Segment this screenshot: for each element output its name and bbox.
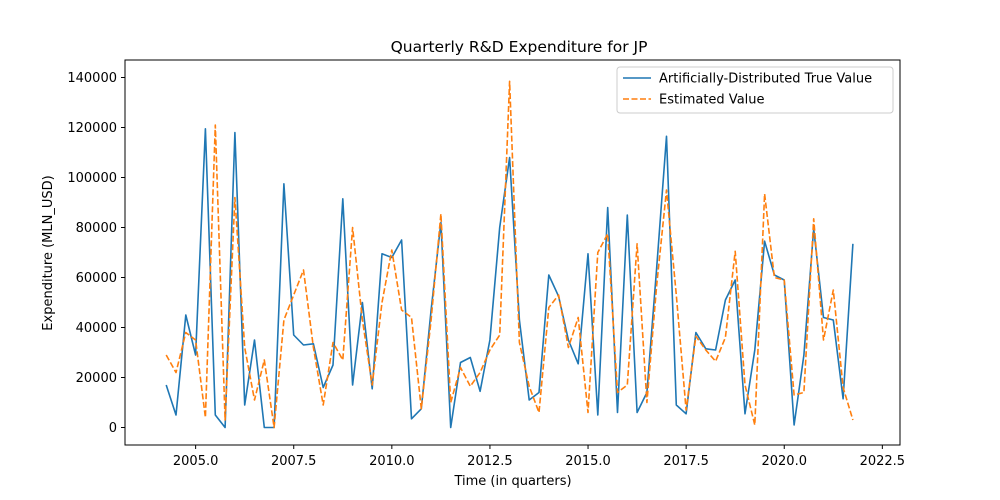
y-tick-label: 60000 <box>76 271 117 286</box>
y-tick-label: 100000 <box>67 171 117 186</box>
x-axis-title: Time (in quarters) <box>453 474 571 489</box>
legend-label-2: Estimated Value <box>659 93 765 108</box>
x-tick-label: 2007.5 <box>271 454 317 469</box>
x-axis: 2005.0 2007.5 2010.0 2012.5 2015.0 2017.5 2020… <box>173 445 905 469</box>
y-tick-label: 140000 <box>67 71 117 86</box>
y-tick-label: 20000 <box>76 371 117 386</box>
x-tick-label: 2010.0 <box>369 454 415 469</box>
series-layer <box>165 80 854 429</box>
series-line-1 <box>165 128 854 429</box>
y-tick-label: 80000 <box>76 221 117 236</box>
y-tick-label: 0 <box>109 421 117 436</box>
series-line-2 <box>165 80 854 429</box>
x-tick-label: 2005.0 <box>173 454 219 469</box>
x-tick-label: 2020.0 <box>761 454 807 469</box>
y-axis-title: Expenditure (MLN_USD) <box>41 175 56 330</box>
legend-box <box>616 66 894 114</box>
plot-area-frame <box>124 59 901 446</box>
legend: Artificially-Distributed True Value Estim… <box>616 66 894 114</box>
legend-label-1: Artificially-Distributed True Value <box>659 72 872 87</box>
x-tick-label: 2017.5 <box>663 454 709 469</box>
y-axis: 0 20000 40000 60000 80000 100000 120000 140000 <box>67 71 125 436</box>
x-tick-label: 2015.0 <box>565 454 611 469</box>
x-tick-label: 2012.5 <box>467 454 513 469</box>
chart-title: Quarterly R&D Expenditure for JP <box>391 38 648 56</box>
x-tick-label: 2022.5 <box>860 454 906 469</box>
y-tick-label: 120000 <box>67 121 117 136</box>
y-tick-label: 40000 <box>76 321 117 336</box>
